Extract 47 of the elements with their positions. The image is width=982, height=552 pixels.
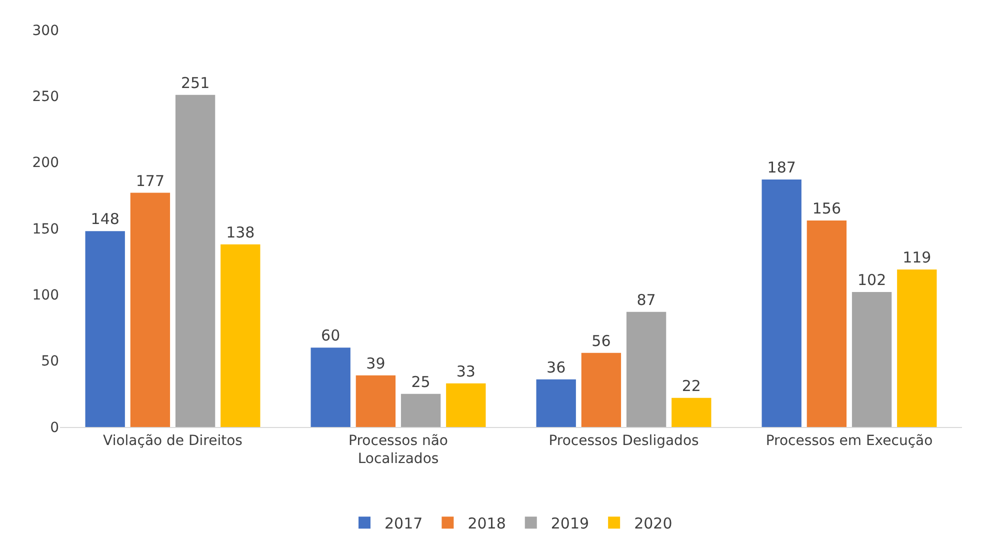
- legend-label: 2020: [634, 514, 672, 532]
- data-label: 148: [90, 210, 120, 228]
- bar: [852, 292, 892, 427]
- x-tick-label: Violação de Direitos: [103, 432, 242, 449]
- data-label: 177: [136, 172, 165, 190]
- bar: [310, 348, 350, 427]
- y-tick-label: 300: [32, 22, 59, 39]
- bar: [356, 375, 396, 427]
- data-label: 25: [411, 372, 430, 391]
- bar: [672, 398, 712, 427]
- data-label: 36: [546, 358, 566, 376]
- data-label: 56: [592, 332, 611, 350]
- bar: [446, 383, 486, 427]
- legend-label: 2017: [384, 514, 423, 532]
- bar: [220, 244, 260, 427]
- y-tick-label: 200: [32, 155, 59, 172]
- data-label: 102: [857, 271, 886, 290]
- y-tick-label: 150: [32, 221, 59, 238]
- bar: [536, 379, 576, 427]
- data-label: 187: [767, 158, 796, 177]
- bar: [806, 220, 847, 427]
- x-tick-label: Processos Desligados: [548, 432, 699, 449]
- data-label: 22: [682, 376, 701, 395]
- data-label: 87: [636, 290, 656, 309]
- legend-label: 2018: [468, 514, 506, 532]
- bar: [626, 312, 666, 427]
- data-label: 156: [812, 200, 842, 218]
- data-label: 33: [456, 362, 476, 380]
- data-label: 119: [902, 248, 932, 267]
- bar: [130, 192, 170, 427]
- bar: [581, 352, 622, 427]
- y-tick-label: 50: [41, 354, 59, 370]
- data-label: 39: [366, 354, 386, 372]
- x-tick-label: Processos não Localizados: [348, 432, 448, 467]
- y-tick-label: 0: [50, 420, 59, 436]
- y-tick-label: 250: [32, 89, 59, 106]
- x-tick-label: Processos em Execução: [766, 432, 933, 449]
- y-tick-label: 100: [32, 288, 59, 304]
- bar: [762, 180, 802, 427]
- legend-label: 2019: [550, 514, 590, 532]
- bar: [400, 394, 441, 427]
- bar: [85, 231, 125, 427]
- data-label: 251: [180, 74, 210, 92]
- bar: [175, 94, 216, 427]
- data-label: 60: [321, 326, 340, 345]
- bar: [897, 270, 937, 427]
- data-label: 138: [226, 223, 255, 242]
